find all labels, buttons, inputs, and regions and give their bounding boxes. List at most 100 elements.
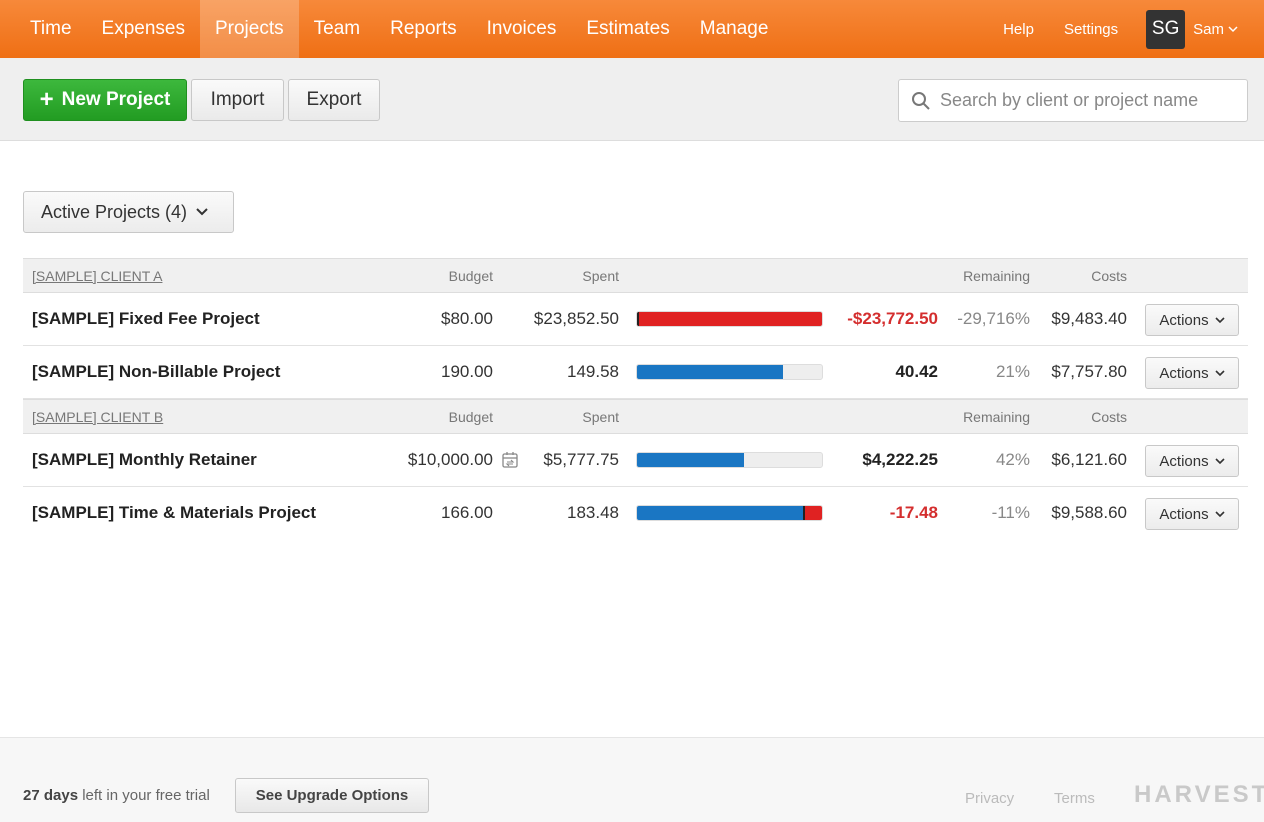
- column-spent: Spent: [582, 268, 619, 284]
- progress-fill: [637, 506, 805, 520]
- chevron-down-icon: [1215, 511, 1225, 518]
- column-remaining: Remaining: [963, 268, 1030, 284]
- footer: 27 days left in your free trial See Upgr…: [0, 737, 1264, 822]
- actions-label: Actions: [1159, 452, 1209, 470]
- client-link[interactable]: [SAMPLE] CLIENT B: [32, 409, 164, 425]
- project-remaining-pct: 42%: [995, 450, 1030, 469]
- chevron-down-icon: [1228, 26, 1238, 33]
- actions-button[interactable]: Actions: [1145, 498, 1239, 530]
- column-spent: Spent: [582, 409, 619, 425]
- project-remaining-pct: 21%: [995, 362, 1030, 381]
- project-remaining: $4,222.25: [862, 450, 938, 469]
- progress-bar: [636, 505, 823, 521]
- upgrade-button[interactable]: See Upgrade Options: [235, 778, 429, 813]
- trial-text: left in your free trial: [82, 787, 210, 804]
- settings-link[interactable]: Settings: [1063, 20, 1119, 38]
- project-costs: $9,483.40: [1051, 309, 1127, 328]
- nav-team[interactable]: Team: [313, 18, 361, 39]
- actions-button[interactable]: Actions: [1145, 445, 1239, 477]
- project-costs: $7,757.80: [1051, 362, 1127, 381]
- client-group-header: [SAMPLE] CLIENT B Budget Spent Remaining…: [23, 399, 1248, 434]
- terms-link[interactable]: Terms: [1054, 790, 1095, 807]
- chevron-down-icon: [196, 208, 208, 216]
- project-costs: $9,588.60: [1051, 503, 1127, 522]
- project-remaining: -$23,772.50: [847, 309, 938, 328]
- recurring-budget-icon: [502, 452, 518, 468]
- project-spent: 183.48: [567, 503, 619, 522]
- filter-label: Active Projects (4): [41, 201, 188, 222]
- top-nav: Time Expenses Projects Team Reports Invo…: [0, 0, 1264, 58]
- project-row: [SAMPLE] Fixed Fee Project $80.00 $23,85…: [23, 293, 1248, 346]
- actions-label: Actions: [1159, 311, 1209, 329]
- project-budget: 166.00: [441, 503, 493, 522]
- nav-right: Help Settings SG Sam: [988, 0, 1264, 58]
- budget-marker: [637, 312, 639, 326]
- active-projects-dropdown[interactable]: Active Projects (4): [23, 191, 234, 233]
- plus-icon: +: [39, 86, 54, 113]
- trial-days: 27 days: [23, 787, 79, 804]
- search-input[interactable]: [940, 90, 1240, 111]
- import-button[interactable]: Import: [191, 79, 284, 121]
- help-link[interactable]: Help: [1003, 20, 1034, 38]
- nav-time[interactable]: Time: [30, 18, 72, 39]
- client-group-header: [SAMPLE] CLIENT A Budget Spent Remaining…: [23, 258, 1248, 293]
- export-button[interactable]: Export: [288, 79, 380, 121]
- search-icon: [912, 91, 930, 110]
- overflow-fill: [804, 506, 822, 520]
- actions-button[interactable]: Actions: [1145, 304, 1239, 336]
- progress-fill: [637, 453, 745, 467]
- project-spent: $23,852.50: [533, 309, 619, 328]
- user-menu[interactable]: Sam: [1193, 21, 1238, 38]
- column-budget: Budget: [448, 409, 493, 425]
- project-name[interactable]: [SAMPLE] Non-Billable Project: [32, 362, 281, 381]
- column-budget: Budget: [448, 268, 493, 284]
- project-budget: 190.00: [441, 362, 493, 381]
- nav-manage[interactable]: Manage: [699, 18, 769, 39]
- new-project-button[interactable]: + New Project: [23, 79, 187, 121]
- project-remaining-pct: -11%: [991, 503, 1030, 522]
- chevron-down-icon: [1215, 458, 1225, 465]
- harvest-logo: HARVEST: [1134, 781, 1264, 808]
- project-spent: 149.58: [567, 362, 619, 381]
- search-box[interactable]: [898, 79, 1248, 122]
- user-name: Sam: [1193, 20, 1224, 38]
- toolbar: + New Project Import Export: [0, 58, 1264, 141]
- project-name[interactable]: [SAMPLE] Fixed Fee Project: [32, 309, 260, 328]
- project-budget: $10,000.00: [407, 450, 493, 469]
- nav-projects[interactable]: Projects: [199, 0, 299, 58]
- privacy-link[interactable]: Privacy: [965, 790, 1015, 807]
- project-row: [SAMPLE] Non-Billable Project 190.00 149…: [23, 346, 1248, 399]
- nav-invoices[interactable]: Invoices: [486, 18, 557, 39]
- project-remaining: 40.42: [895, 362, 938, 381]
- actions-button[interactable]: Actions: [1145, 357, 1239, 389]
- project-budget: $80.00: [441, 309, 493, 328]
- actions-label: Actions: [1159, 364, 1209, 382]
- progress-bar: [636, 311, 823, 327]
- chevron-down-icon: [1215, 370, 1225, 377]
- column-costs: Costs: [1091, 268, 1127, 284]
- column-remaining: Remaining: [963, 409, 1030, 425]
- progress-bar: [636, 364, 823, 380]
- project-costs: $6,121.60: [1051, 450, 1127, 469]
- new-project-label: New Project: [61, 89, 171, 110]
- trial-notice: 27 days left in your free trial: [23, 787, 210, 804]
- project-row: [SAMPLE] Time & Materials Project 166.00…: [23, 487, 1248, 540]
- project-name[interactable]: [SAMPLE] Time & Materials Project: [32, 503, 317, 522]
- column-costs: Costs: [1091, 409, 1127, 425]
- progress-fill: [637, 312, 822, 326]
- progress-bar: [636, 452, 823, 468]
- nav-estimates[interactable]: Estimates: [586, 18, 670, 39]
- project-spent: $5,777.75: [543, 450, 619, 469]
- nav-expenses[interactable]: Expenses: [101, 18, 185, 39]
- nav-reports[interactable]: Reports: [390, 18, 457, 39]
- project-row: [SAMPLE] Monthly Retainer $10,000.00 $5,…: [23, 434, 1248, 487]
- project-remaining: -17.48: [889, 503, 938, 522]
- progress-fill: [637, 365, 784, 379]
- project-name[interactable]: [SAMPLE] Monthly Retainer: [32, 450, 257, 469]
- project-remaining-pct: -29,716%: [957, 309, 1030, 328]
- chevron-down-icon: [1215, 317, 1225, 324]
- avatar[interactable]: SG: [1146, 9, 1186, 49]
- client-link[interactable]: [SAMPLE] CLIENT A: [32, 268, 163, 284]
- actions-label: Actions: [1159, 505, 1209, 523]
- budget-marker: [803, 506, 806, 520]
